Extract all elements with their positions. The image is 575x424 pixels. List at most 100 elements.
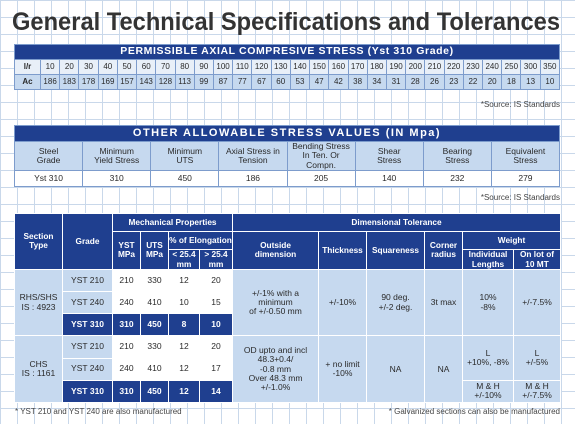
column-header: > 25.4 mm bbox=[198, 249, 234, 270]
body-row: RHS/SHS IS : 4923 YST 210 210 330 12 20 +/-1% … bbox=[14, 268, 562, 337]
cell: 310 bbox=[112, 313, 141, 337]
cell: 10 bbox=[39, 59, 61, 75]
cell: L +10%, -8% bbox=[462, 335, 515, 381]
cell: 10% -8% bbox=[462, 268, 515, 337]
cell: 13 bbox=[520, 74, 541, 90]
cell: 77 bbox=[232, 74, 253, 90]
body-row: YST 240 240 410 12 17 bbox=[15, 357, 561, 381]
column-header: < 25.4 mm bbox=[168, 249, 200, 270]
cell: 230 bbox=[462, 59, 484, 75]
cell: +/-10% bbox=[318, 268, 368, 337]
cell: 60 bbox=[270, 74, 291, 90]
column-header: Bending Stress In Ten. Or Compn. bbox=[286, 140, 356, 172]
cell: 210 bbox=[424, 59, 445, 75]
cell: 38 bbox=[347, 74, 368, 90]
header-row: Steel Grade Minimum Yield Stress Minimum U… bbox=[13, 140, 561, 172]
cell: 140 bbox=[289, 59, 311, 75]
cell: 205 bbox=[286, 170, 356, 188]
cell: 200 bbox=[405, 59, 426, 75]
cell: 90 bbox=[193, 59, 214, 75]
cell: 350 bbox=[539, 59, 561, 75]
cell: 50 bbox=[116, 59, 138, 75]
footnote: * Galvanized sections can also be manufa… bbox=[388, 407, 560, 416]
cell: 22 bbox=[462, 74, 484, 90]
cell: 10 bbox=[539, 74, 561, 90]
cell: 330 bbox=[140, 335, 169, 359]
axial-stress-table: PERMISSIBLE AXIAL COMPRESIVE STRESS (Yst… bbox=[14, 44, 561, 90]
cell: 169 bbox=[97, 74, 118, 90]
cell: + no limit -10% bbox=[318, 335, 368, 403]
column-header: Minimum UTS bbox=[150, 140, 220, 172]
column-header: Section Type bbox=[14, 213, 63, 270]
cell: 183 bbox=[59, 74, 80, 90]
source-note: *Source: IS Standards bbox=[480, 100, 560, 109]
title-svg: General Technical Specifications and Tol… bbox=[12, 8, 560, 36]
cell: 20 bbox=[198, 335, 234, 359]
column-header: % of Elongation bbox=[167, 231, 234, 251]
cell: 42 bbox=[328, 74, 349, 90]
cell: M & H +/-10% bbox=[462, 379, 515, 404]
cell: 20 bbox=[59, 59, 80, 75]
cell: 220 bbox=[443, 59, 464, 75]
footnote: * YST 210 and YST 240 are also manufactu… bbox=[15, 407, 182, 416]
cell: 232 bbox=[422, 170, 492, 188]
cell: 410 bbox=[140, 290, 169, 315]
column-header: Dimensional Tolerance bbox=[232, 212, 562, 233]
cell: 14 bbox=[198, 379, 234, 404]
cell: 17 bbox=[198, 357, 234, 381]
value-row: Yst 310 310 450 186 205 140 232 279 bbox=[13, 170, 561, 188]
cell: NA bbox=[366, 335, 426, 403]
data-row: Ac 186 183 178 169 157 143 128 113 99 87 77 67 60 53 47… bbox=[14, 74, 561, 90]
cell: NA bbox=[424, 335, 464, 403]
cell: YST 240 bbox=[62, 290, 113, 315]
cell: 80 bbox=[174, 59, 195, 75]
source-note: *Source: IS Standards bbox=[480, 193, 560, 202]
column-header: Weight bbox=[462, 231, 562, 251]
cell: 128 bbox=[155, 74, 176, 90]
column-header: Outside dimension bbox=[232, 231, 320, 270]
cell: 210 bbox=[112, 335, 141, 359]
cell: OD upto and incl 48.3+0.4/ -0.8 mm Over … bbox=[232, 335, 320, 403]
cell: 113 bbox=[174, 74, 195, 90]
column-header: Individual Lengths bbox=[462, 249, 515, 270]
cell: 53 bbox=[289, 74, 311, 90]
cell: 47 bbox=[309, 74, 330, 90]
cell: Yst 310 bbox=[13, 170, 84, 188]
cell: 40 bbox=[97, 59, 118, 75]
cell: 10 bbox=[198, 313, 234, 337]
cell: YST 210 bbox=[62, 335, 113, 359]
cell: 140 bbox=[354, 170, 424, 188]
cell: 170 bbox=[347, 59, 368, 75]
cell: 250 bbox=[501, 59, 522, 75]
body-row: YST 310 310 450 12 14 M & H +/-10% M & H +/-7.… bbox=[15, 379, 562, 404]
cell: 20 bbox=[482, 74, 503, 90]
title-row: OTHER ALLOWABLE STRESS VALUES (IN Mpa) bbox=[14, 125, 560, 142]
cell: 23 bbox=[443, 74, 464, 90]
cell: 450 bbox=[150, 170, 220, 188]
table-title: OTHER ALLOWABLE STRESS VALUES (IN Mpa) bbox=[14, 125, 560, 142]
column-header: Shear Stress bbox=[354, 140, 424, 172]
cell: 157 bbox=[116, 74, 138, 90]
cell: 450 bbox=[140, 313, 169, 337]
cell: 186 bbox=[218, 170, 288, 188]
cell: YST 310 bbox=[62, 379, 113, 404]
cell: 240 bbox=[482, 59, 503, 75]
spec-table: Section Type Grade Mechanical Properties Di… bbox=[14, 212, 562, 404]
cell: 120 bbox=[251, 59, 272, 75]
cell: 3t max bbox=[424, 268, 464, 337]
title-row: PERMISSIBLE AXIAL COMPRESIVE STRESS (Yst… bbox=[14, 44, 560, 60]
body-row: CHS IS : 1161 YST 210 210 330 12 20 OD upto an… bbox=[14, 335, 562, 403]
column-header: Squareness bbox=[366, 231, 426, 270]
cell: 178 bbox=[78, 74, 99, 90]
cell: 8 bbox=[168, 313, 200, 337]
column-header: YST MPa bbox=[112, 231, 141, 270]
column-header: On lot of 10 MT bbox=[513, 249, 562, 270]
cell: 12 bbox=[168, 357, 200, 381]
column-header: Grade bbox=[62, 213, 113, 270]
cell: 240 bbox=[112, 357, 141, 381]
cell: 15 bbox=[198, 290, 234, 315]
cell: 26 bbox=[424, 74, 445, 90]
cell: 300 bbox=[520, 59, 541, 75]
cell: 31 bbox=[385, 74, 407, 90]
column-header: UTS MPa bbox=[140, 231, 169, 270]
